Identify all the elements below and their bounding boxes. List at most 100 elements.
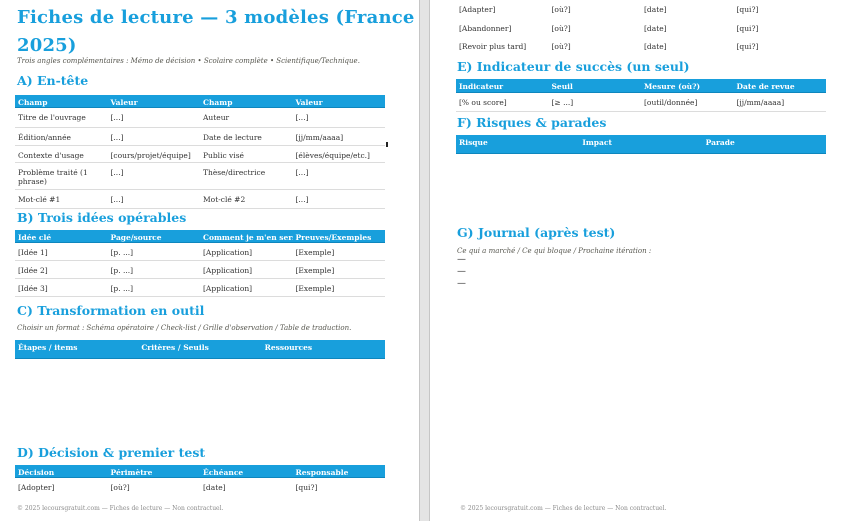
column-header: Comment je m'en sers ?	[203, 232, 293, 242]
table-cell: [où?]	[551, 5, 571, 14]
table-row: [% ou score] [≥ ...] [outil/donnée] [jj/…	[456, 93, 826, 112]
table-risques: Risque Impact Parade	[456, 135, 826, 154]
table-risques-header-row: Risque Impact Parade	[456, 135, 826, 154]
table-cell: [...]	[295, 113, 309, 122]
table-cell: [où?]	[551, 42, 571, 51]
table-cell: [élèves/équipe/etc.]	[295, 151, 370, 160]
column-header: Date de revue	[736, 81, 795, 91]
table-row: [Revoir plus tard] [où?] [date] [qui?]	[456, 37, 826, 56]
column-header: Ressources	[264, 342, 313, 352]
table-cell: [jj/mm/aaaa]	[295, 133, 344, 142]
table-row: Contexte d'usage [cours/projet/équipe] P…	[15, 146, 385, 163]
table-cell: [p. ...]	[110, 266, 134, 275]
table-decision-header-row: Décision Périmètre Échéance Responsable	[15, 465, 385, 478]
column-header: Périmètre	[110, 467, 153, 477]
table-row: Édition/année [...] Date de lecture [jj/…	[15, 128, 385, 146]
table-cell: [date]	[644, 5, 667, 14]
column-header: Critères / Seuils	[141, 342, 209, 352]
table-outil: Étapes / items Critères / Seuils Ressour…	[15, 340, 385, 359]
table-indicateur-header-row: Indicateur Seuil Mesure (où?) Date de re…	[456, 79, 826, 93]
column-header: Valeur	[110, 97, 138, 107]
table-cell: [Exemple]	[295, 266, 335, 275]
column-header: Impact	[582, 137, 612, 147]
table-cell: [où?]	[110, 483, 130, 492]
section-f-heading: F) Risques & parades	[457, 115, 607, 130]
table-decision: Décision Périmètre Échéance Responsable …	[15, 465, 385, 498]
table-cell: [...]	[295, 195, 309, 204]
table-cell: [...]	[110, 133, 124, 142]
column-header: Seuil	[551, 81, 573, 91]
section-g-note: Ce qui a marché / Ce qui bloque / Procha…	[457, 247, 652, 255]
table-cell: [% ou score]	[459, 98, 507, 107]
table-cell: [qui?]	[736, 42, 759, 51]
table-cell: [jj/mm/aaaa]	[736, 98, 785, 107]
table-row: [Adopter] [où?] [date] [qui?]	[15, 478, 385, 498]
table-outil-header-row: Étapes / items Critères / Seuils Ressour…	[15, 340, 385, 359]
table-cell: [Application]	[203, 266, 253, 275]
table-row: [Adapter] [où?] [date] [qui?]	[456, 0, 826, 19]
column-header: Étapes / items	[18, 342, 78, 352]
table-cell: Édition/année	[18, 133, 71, 142]
section-d-heading: D) Décision & premier test	[17, 445, 206, 460]
table-row: [Abandonner] [où?] [date] [qui?]	[456, 19, 826, 38]
title-line-1: Fiches de lecture — 3 modèles (France	[17, 7, 415, 28]
table-row: Titre de l'ouvrage [...] Auteur [...]	[15, 108, 385, 128]
table-cell: [...]	[110, 168, 124, 177]
table-row: [Idée 2] [p. ...] [Application] [Exemple…	[15, 261, 385, 279]
table-cell: [...]	[295, 168, 309, 177]
section-b-heading: B) Trois idées opérables	[17, 210, 187, 225]
table-row: Mot-clé #1 [...] Mot-clé #2 [...]	[15, 190, 385, 209]
table-cell: [Idée 2]	[18, 266, 48, 275]
column-header: Parade	[705, 137, 735, 147]
document-title: Fiches de lecture — 3 modèles (France 20…	[17, 4, 415, 60]
table-cell: [outil/donnée]	[644, 98, 698, 107]
table-cell: [date]	[203, 483, 226, 492]
table-cell: [cours/projet/équipe]	[110, 151, 191, 160]
column-header: Page/source	[110, 232, 162, 242]
table-cell: [Idée 1]	[18, 248, 48, 257]
table-cell: Public visé	[203, 151, 244, 160]
table-cell: [qui?]	[736, 5, 759, 14]
table-cell: [...]	[110, 113, 124, 122]
title-line-2: 2025)	[17, 35, 77, 56]
table-cell: [qui?]	[736, 23, 759, 33]
table-cell: [Application]	[203, 284, 253, 293]
table-cell: [Idée 3]	[18, 284, 48, 293]
table-cell: [qui?]	[295, 483, 318, 492]
journal-placeholder-lines: — — —	[457, 254, 466, 290]
table-entete: Champ Valeur Champ Valeur Titre de l'ouv…	[15, 95, 385, 209]
table-cell: Problème traité (1 phrase)	[18, 168, 88, 186]
page-2-footer: © 2025 lecoursgratuit.com — Fiches de le…	[460, 505, 667, 512]
table-cell: [Revoir plus tard]	[459, 42, 527, 51]
column-header: Décision	[18, 467, 55, 477]
page-1-footer: © 2025 lecoursgratuit.com — Fiches de le…	[17, 505, 224, 512]
table-cell: [date]	[644, 42, 667, 51]
table-cell: [Application]	[203, 248, 253, 257]
table-row: Problème traité (1 phrase) [...] Thèse/d…	[15, 163, 385, 190]
section-g-heading: G) Journal (après test)	[457, 225, 616, 240]
table-cell: [Exemple]	[295, 248, 335, 257]
table-cell: Contexte d'usage	[18, 151, 84, 160]
table-cell: [date]	[644, 23, 667, 33]
table-cell: Auteur	[203, 113, 230, 122]
page-1[interactable]: Fiches de lecture — 3 modèles (France 20…	[0, 0, 419, 521]
page-2[interactable]: [Adapter] [où?] [date] [qui?] [Abandonne…	[430, 0, 854, 521]
table-entete-header-row: Champ Valeur Champ Valeur	[15, 95, 385, 108]
table-cell: [Abandonner]	[459, 23, 512, 33]
table-idees-header-row: Idée clé Page/source Comment je m'en ser…	[15, 230, 385, 243]
table-row: [Idée 1] [p. ...] [Application] [Exemple…	[15, 243, 385, 261]
column-header: Responsable	[295, 467, 349, 477]
section-c-heading: C) Transformation en outil	[17, 303, 205, 318]
column-header: Champ	[203, 97, 233, 107]
document-subtitle: Trois angles complémentaires : Mémo de d…	[17, 57, 360, 65]
page-gap	[419, 0, 430, 521]
column-header: Valeur	[295, 97, 323, 107]
journal-line: —	[457, 267, 466, 277]
journal-line: —	[457, 255, 466, 265]
column-header: Mesure (où?)	[644, 81, 701, 91]
section-e-heading: E) Indicateur de succès (un seul)	[457, 59, 690, 74]
column-header: Preuves/Exemples	[295, 232, 372, 242]
table-cell: [...]	[110, 195, 124, 204]
table-decision-continuation: [Adapter] [où?] [date] [qui?] [Abandonne…	[456, 0, 826, 56]
table-cell: Thèse/directrice	[203, 168, 266, 177]
